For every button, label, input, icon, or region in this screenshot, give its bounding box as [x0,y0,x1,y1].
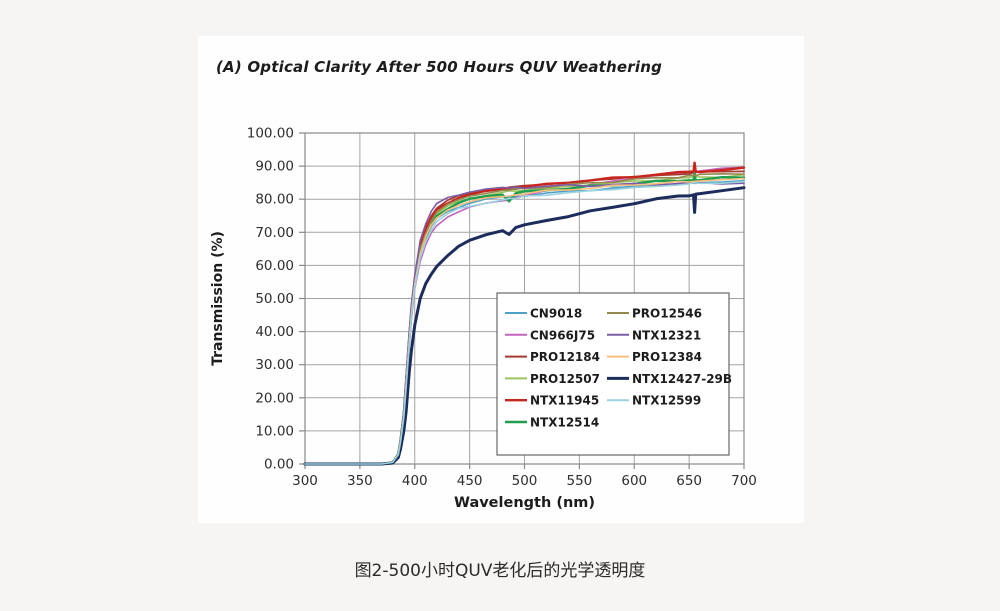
x-tick-label: 500 [512,473,538,489]
series-line-NTX12599 [304,180,745,465]
y-tick-label: 0.00 [264,457,294,473]
legend-label-CN9018: CN9018 [530,307,582,321]
legend-label-PRO12546: PRO12546 [632,307,702,321]
x-axis-title: Wavelength (nm) [454,495,595,511]
figure-panel: (A) Optical Clarity After 500 Hours QUV … [198,36,804,523]
y-axis-title: Transmission (%) [210,231,226,366]
legend-label-NTX12599: NTX12599 [632,394,701,408]
legend-label-NTX12514: NTX12514 [530,416,599,430]
y-tick-label: 30.00 [255,357,294,373]
y-tick-label: 70.00 [255,225,294,241]
chart-title: (A) Optical Clarity After 500 Hours QUV … [216,58,663,76]
x-tick-label: 300 [292,473,318,489]
legend-label-NTX11945: NTX11945 [530,394,599,408]
transmission-chart: 0.00 10.00 20.00 30.00 40.00 50.00 60.00 70.00 8… [210,126,757,512]
y-tick-label: 40.00 [255,324,294,340]
legend-label-PRO12507: PRO12507 [530,372,600,386]
legend-label-CN966J75: CN966J75 [530,328,595,342]
figure-caption: 图2-500小时QUV老化后的光学透明度 [354,561,646,581]
x-tick-label: 350 [347,473,373,489]
y-tick-label: 80.00 [255,192,294,208]
legend-label-NTX12321: NTX12321 [632,328,701,342]
x-tick-label: 450 [457,473,483,489]
y-tick-label: 90.00 [255,159,294,175]
x-tick-label: 400 [402,473,428,489]
x-tick-label: 550 [566,473,592,489]
x-tick-label: 650 [676,473,702,489]
y-tick-label: 100.00 [247,126,294,142]
legend-label-PRO12384: PRO12384 [632,350,702,364]
y-tick-label: 10.00 [255,423,294,439]
legend-box [496,292,730,456]
y-tick-label: 20.00 [255,390,294,406]
x-tick-label: 700 [731,473,757,489]
x-tick-label: 600 [621,473,647,489]
y-tick-label: 60.00 [255,258,294,274]
y-tick-label: 50.00 [255,291,294,307]
series-line-NTX12427-29B [303,186,746,466]
legend-label-PRO12184: PRO12184 [530,350,600,364]
legend-label-NTX12427-29B: NTX12427-29B [632,372,732,386]
